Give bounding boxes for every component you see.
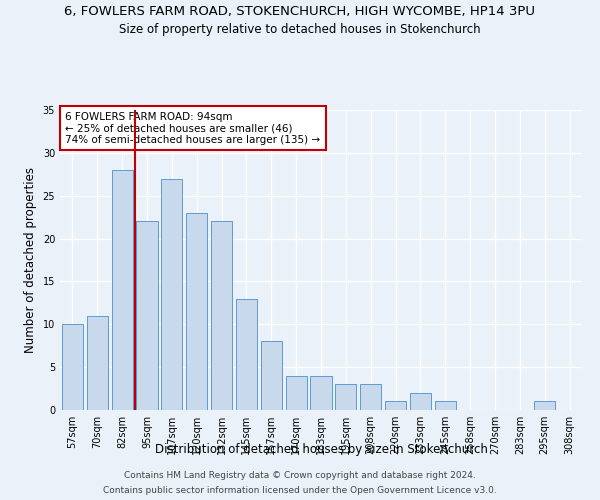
- Bar: [286, 376, 307, 410]
- Bar: [211, 222, 232, 410]
- Bar: [62, 324, 83, 410]
- Text: Contains public sector information licensed under the Open Government Licence v3: Contains public sector information licen…: [103, 486, 497, 495]
- Bar: [385, 402, 406, 410]
- Bar: [236, 298, 257, 410]
- Text: Distribution of detached houses by size in Stokenchurch: Distribution of detached houses by size …: [155, 442, 487, 456]
- Text: 6 FOWLERS FARM ROAD: 94sqm
← 25% of detached houses are smaller (46)
74% of semi: 6 FOWLERS FARM ROAD: 94sqm ← 25% of deta…: [65, 112, 320, 144]
- Text: Contains HM Land Registry data © Crown copyright and database right 2024.: Contains HM Land Registry data © Crown c…: [124, 471, 476, 480]
- Bar: [534, 402, 555, 410]
- Y-axis label: Number of detached properties: Number of detached properties: [24, 167, 37, 353]
- Text: Size of property relative to detached houses in Stokenchurch: Size of property relative to detached ho…: [119, 22, 481, 36]
- Bar: [161, 178, 182, 410]
- Bar: [112, 170, 133, 410]
- Bar: [261, 342, 282, 410]
- Text: 6, FOWLERS FARM ROAD, STOKENCHURCH, HIGH WYCOMBE, HP14 3PU: 6, FOWLERS FARM ROAD, STOKENCHURCH, HIGH…: [65, 5, 536, 18]
- Bar: [310, 376, 332, 410]
- Bar: [360, 384, 381, 410]
- Bar: [186, 213, 207, 410]
- Bar: [410, 393, 431, 410]
- Bar: [435, 402, 456, 410]
- Bar: [87, 316, 108, 410]
- Bar: [335, 384, 356, 410]
- Bar: [136, 222, 158, 410]
